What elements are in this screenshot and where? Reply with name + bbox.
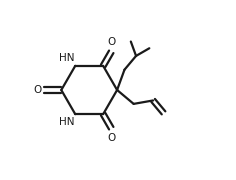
Text: O: O: [34, 85, 42, 95]
Text: HN: HN: [59, 117, 74, 127]
Text: HN: HN: [59, 53, 74, 63]
Text: O: O: [107, 133, 115, 143]
Text: O: O: [107, 37, 115, 47]
